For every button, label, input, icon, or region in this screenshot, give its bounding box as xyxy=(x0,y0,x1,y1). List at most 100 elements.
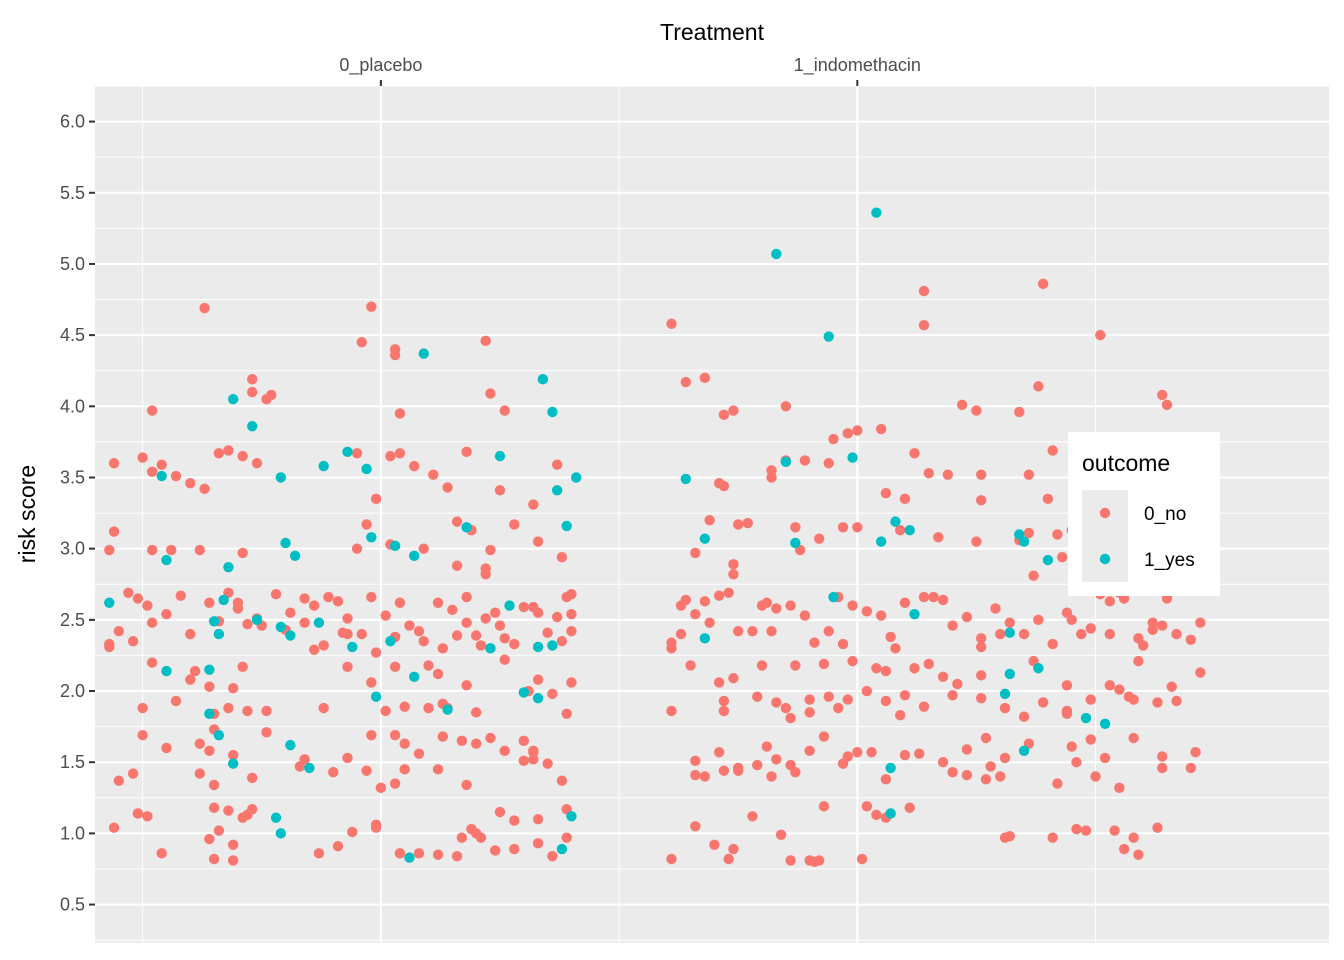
data-point xyxy=(699,633,711,644)
data-point xyxy=(547,850,558,862)
data-point xyxy=(1071,823,1082,835)
data-point xyxy=(561,708,572,720)
data-point xyxy=(294,761,306,772)
data-point xyxy=(170,470,182,482)
data-point xyxy=(409,671,420,682)
data-point xyxy=(237,547,248,559)
data-point xyxy=(518,735,530,747)
data-point xyxy=(918,319,930,331)
data-point xyxy=(475,832,487,843)
data-point xyxy=(285,739,296,751)
data-point xyxy=(413,626,425,637)
data-point xyxy=(894,524,906,536)
data-point xyxy=(766,472,777,483)
data-point xyxy=(880,695,892,707)
legend-label-0: 0_no xyxy=(1144,504,1186,525)
data-point xyxy=(790,660,801,671)
data-point xyxy=(675,628,687,640)
y-tick-label: 4.0 xyxy=(60,396,85,416)
data-point xyxy=(104,544,115,556)
data-point xyxy=(399,701,410,712)
data-point xyxy=(566,626,577,637)
data-point xyxy=(1095,329,1106,341)
data-point xyxy=(856,853,868,865)
data-point xyxy=(861,606,873,617)
data-point xyxy=(790,766,801,778)
data-point xyxy=(1018,628,1030,640)
data-point xyxy=(470,630,482,641)
data-point xyxy=(818,731,830,742)
data-point xyxy=(937,757,949,768)
data-point xyxy=(556,552,568,563)
data-point xyxy=(971,405,982,416)
data-point xyxy=(952,678,963,690)
data-point xyxy=(823,626,834,637)
data-point xyxy=(880,487,892,499)
data-point xyxy=(204,597,215,608)
data-point xyxy=(852,747,863,758)
data-point xyxy=(728,569,739,580)
data-point xyxy=(890,516,901,527)
data-point xyxy=(1042,493,1054,505)
data-point xyxy=(532,641,544,653)
data-point xyxy=(842,694,853,705)
x-axis: 0_placebo 1_indomethacin xyxy=(339,55,921,86)
data-point xyxy=(485,388,496,399)
data-point xyxy=(713,677,725,688)
data-point xyxy=(1033,663,1044,674)
data-point xyxy=(947,766,958,778)
data-point xyxy=(1047,638,1058,650)
data-point xyxy=(823,691,834,702)
data-point xyxy=(666,318,677,329)
data-point xyxy=(1080,825,1092,836)
data-point xyxy=(499,633,510,644)
data-point xyxy=(690,769,701,781)
data-point xyxy=(366,677,377,688)
data-point xyxy=(547,640,558,651)
data-point xyxy=(175,590,186,601)
data-point xyxy=(733,765,744,776)
data-point xyxy=(208,853,220,865)
data-point xyxy=(323,591,334,603)
data-point xyxy=(690,821,701,832)
data-point xyxy=(146,466,158,477)
data-point xyxy=(437,731,449,742)
data-point xyxy=(556,635,568,647)
data-point xyxy=(194,544,206,556)
data-point xyxy=(361,765,372,776)
data-point xyxy=(1061,708,1073,720)
data-point xyxy=(971,536,982,547)
data-point xyxy=(880,665,892,677)
data-point xyxy=(1004,617,1015,628)
data-point xyxy=(1152,822,1163,833)
data-point xyxy=(170,695,182,707)
data-point xyxy=(146,617,158,628)
data-point xyxy=(775,829,787,841)
data-point xyxy=(218,594,229,606)
data-point xyxy=(1133,655,1144,667)
data-point xyxy=(451,560,463,571)
data-point xyxy=(542,758,553,769)
data-point xyxy=(990,603,1001,614)
grid-minor xyxy=(95,85,1329,943)
data-point xyxy=(551,459,563,470)
data-point xyxy=(728,673,739,684)
x-tick-label: 1_indomethacin xyxy=(794,55,921,76)
data-point xyxy=(690,608,701,620)
data-point xyxy=(899,690,911,701)
data-point xyxy=(432,764,444,775)
data-point xyxy=(666,853,677,865)
data-point xyxy=(342,613,353,624)
data-point xyxy=(690,547,701,559)
y-tick-label: 6.0 xyxy=(60,112,85,132)
data-point xyxy=(780,702,792,714)
data-point xyxy=(204,745,215,757)
data-point xyxy=(499,405,510,416)
data-point xyxy=(733,626,744,637)
data-point xyxy=(490,845,501,856)
y-axis: 0.5 1.0 1.5 2.0 2.5 3.0 3.5 4.0 4.5 5.0 5.5 6.0 xyxy=(60,112,95,915)
data-point xyxy=(818,801,830,812)
data-point xyxy=(532,692,544,704)
data-point xyxy=(1104,596,1116,607)
data-point xyxy=(161,608,172,620)
